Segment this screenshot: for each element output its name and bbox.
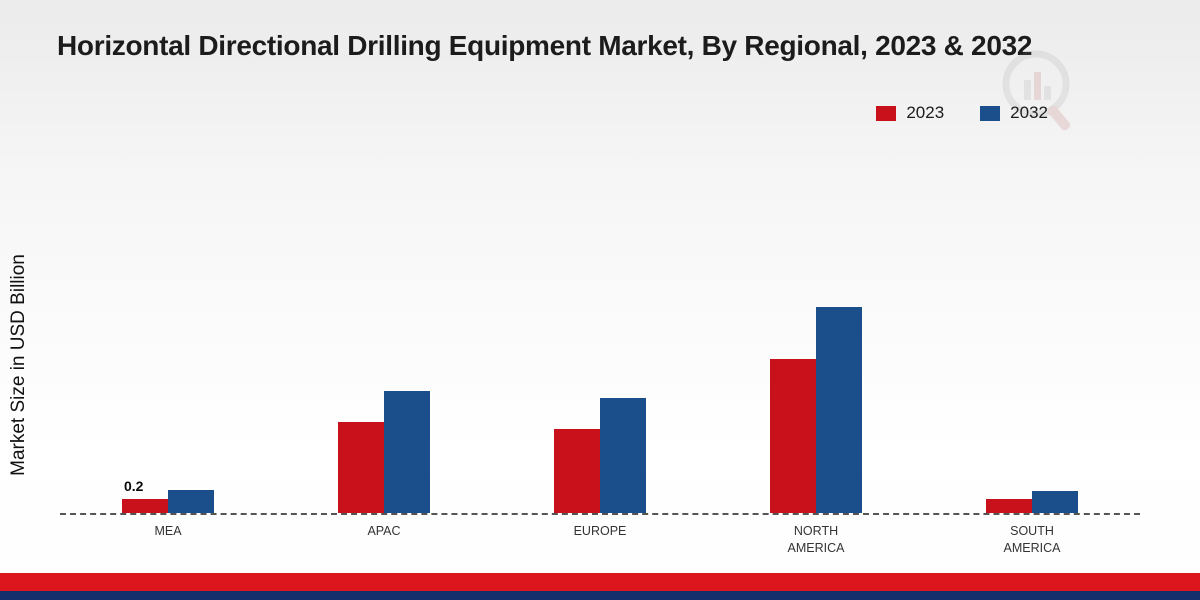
legend-item-2032: 2032: [980, 103, 1048, 123]
bar-2032-apac: [384, 390, 430, 513]
x-axis-line: [60, 513, 1140, 515]
legend-label: 2023: [906, 103, 945, 122]
legend-label: 2032: [1010, 103, 1048, 122]
category-label: SOUTH AMERICA: [1003, 524, 1061, 555]
legend-swatch-2032: [980, 105, 1001, 121]
watermark-logo-icon: [990, 42, 1090, 142]
bar-2023-europe: [554, 429, 600, 513]
bar-2023-mea: 0.2: [122, 478, 168, 513]
bar-2032-north-america: [816, 306, 862, 513]
bars: 0.2: [122, 478, 214, 513]
bar-value-label: 0.2: [124, 478, 144, 494]
category-label: APAC: [367, 524, 401, 538]
footer-blue-band: [0, 591, 1200, 600]
bars: [554, 397, 646, 513]
footer-red-band: [0, 573, 1200, 591]
plot-area: 0.2 MEA APAC EUROPE NORTH AMERICA SOUTH AMERI…: [60, 0, 1140, 600]
legend-swatch-2023: [876, 105, 897, 121]
bar-2032-south-america: [1032, 490, 1078, 513]
legend-item-2023: 2023: [876, 103, 944, 123]
bar-2032-mea: [168, 489, 214, 513]
bars: [338, 390, 430, 513]
bar-2023-north-america: [770, 359, 816, 513]
bars: [986, 490, 1078, 513]
chart-title: Horizontal Directional Drilling Equipmen…: [57, 30, 1033, 61]
category-label: NORTH AMERICA: [787, 524, 845, 555]
bar-2023-south-america: [986, 499, 1032, 513]
y-axis-label: Market Size in USD Billion: [8, 254, 29, 476]
bar-2023-apac: [338, 422, 384, 513]
bar-2032-europe: [600, 397, 646, 513]
category-label: MEA: [154, 524, 182, 538]
bars: [770, 306, 862, 513]
category-label: EUROPE: [573, 524, 627, 538]
legend: 2023 2032: [876, 103, 1048, 123]
